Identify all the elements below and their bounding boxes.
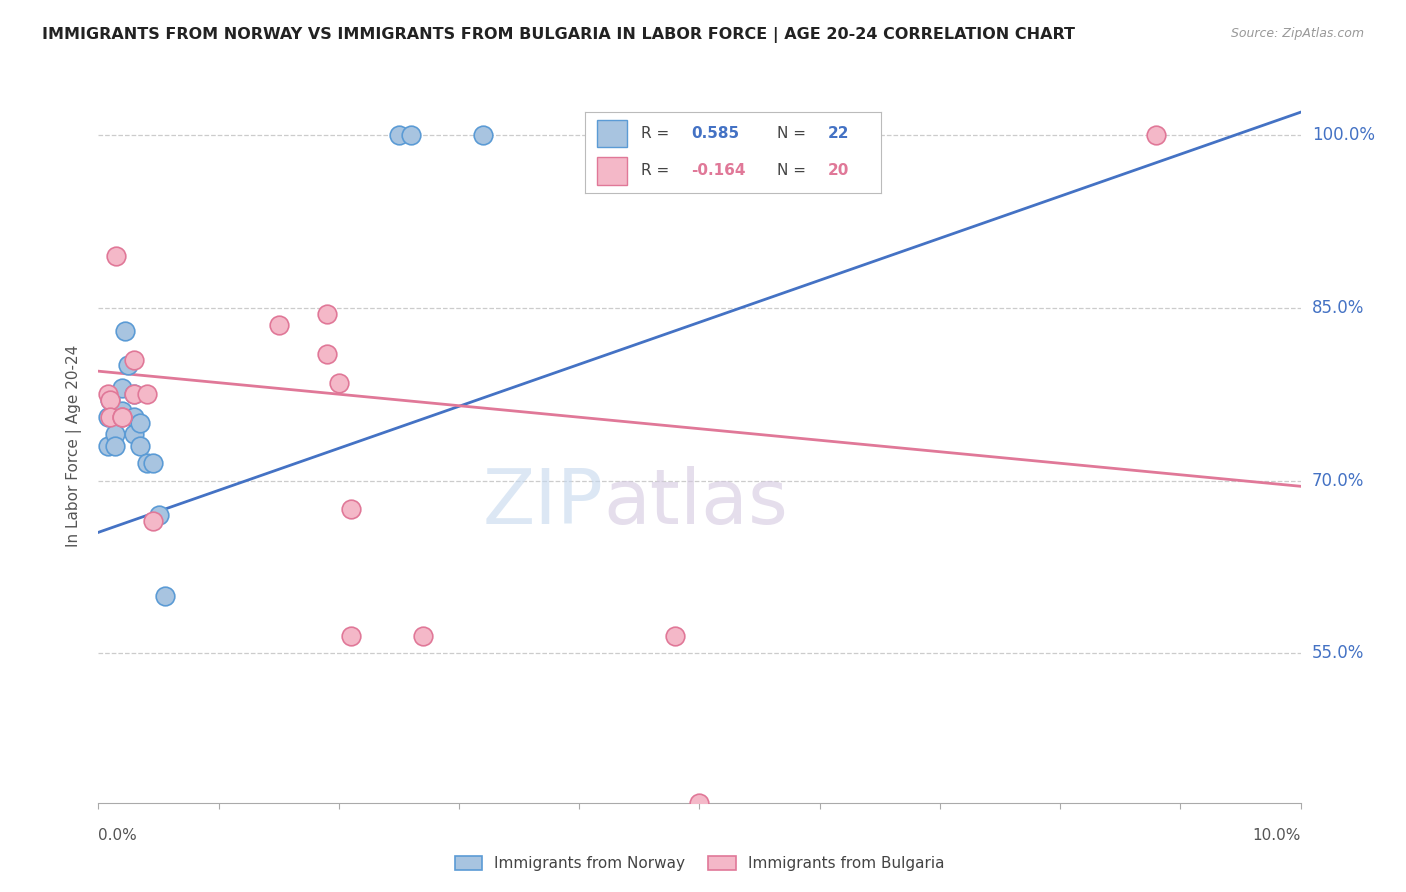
Text: Source: ZipAtlas.com: Source: ZipAtlas.com [1230,27,1364,40]
Point [141,514,163,528]
Point [399,128,422,143]
Point [111,410,134,425]
Point [100,392,122,407]
Text: 22: 22 [827,126,849,141]
Point [148,508,170,522]
Text: R =: R = [641,162,669,178]
FancyBboxPatch shape [598,120,627,147]
Text: 0.585: 0.585 [692,126,740,141]
Point [117,359,139,373]
Text: IMMIGRANTS FROM NORWAY VS IMMIGRANTS FROM BULGARIA IN LABOR FORCE | AGE 20-24 CO: IMMIGRANTS FROM NORWAY VS IMMIGRANTS FRO… [42,27,1076,43]
Point [315,347,337,361]
Point [688,796,710,810]
Point [135,387,157,401]
Point [267,318,290,333]
Text: R =: R = [641,126,669,141]
Text: 10.0%: 10.0% [1253,828,1301,843]
Point [124,387,146,401]
Point [114,324,136,338]
Point [101,410,124,425]
Text: 55.0%: 55.0% [1312,644,1364,662]
Point [97,387,120,401]
Point [315,307,337,321]
Point [104,427,127,442]
Point [135,456,157,470]
FancyBboxPatch shape [598,157,627,185]
Point [664,629,686,643]
Point [111,381,134,395]
Legend: Immigrants from Norway, Immigrants from Bulgaria: Immigrants from Norway, Immigrants from … [449,849,950,877]
Point [124,387,146,401]
Y-axis label: In Labor Force | Age 20-24: In Labor Force | Age 20-24 [66,345,83,547]
Text: -0.164: -0.164 [692,162,747,178]
Point [124,352,146,367]
Point [100,410,122,425]
Text: 100.0%: 100.0% [1312,127,1375,145]
Point [141,456,163,470]
Point [153,589,176,603]
Text: N =: N = [778,126,806,141]
Point [97,410,120,425]
Point [388,128,411,143]
Point [129,416,152,430]
Point [105,249,128,263]
Point [104,439,127,453]
Point [124,410,146,425]
Text: ZIP: ZIP [482,467,603,540]
Text: 0.0%: 0.0% [98,828,138,843]
Point [97,439,120,453]
Point [111,410,134,425]
Point [412,629,434,643]
Point [100,392,122,407]
Text: 70.0%: 70.0% [1312,472,1364,490]
Point [340,629,363,643]
Text: 20: 20 [827,162,849,178]
Text: atlas: atlas [603,467,789,540]
Point [124,427,146,442]
Point [1144,128,1167,143]
Point [328,376,350,390]
Point [129,439,152,453]
Text: N =: N = [778,162,806,178]
Point [340,502,363,516]
Text: 85.0%: 85.0% [1312,299,1364,317]
Point [111,404,134,418]
Point [472,128,495,143]
